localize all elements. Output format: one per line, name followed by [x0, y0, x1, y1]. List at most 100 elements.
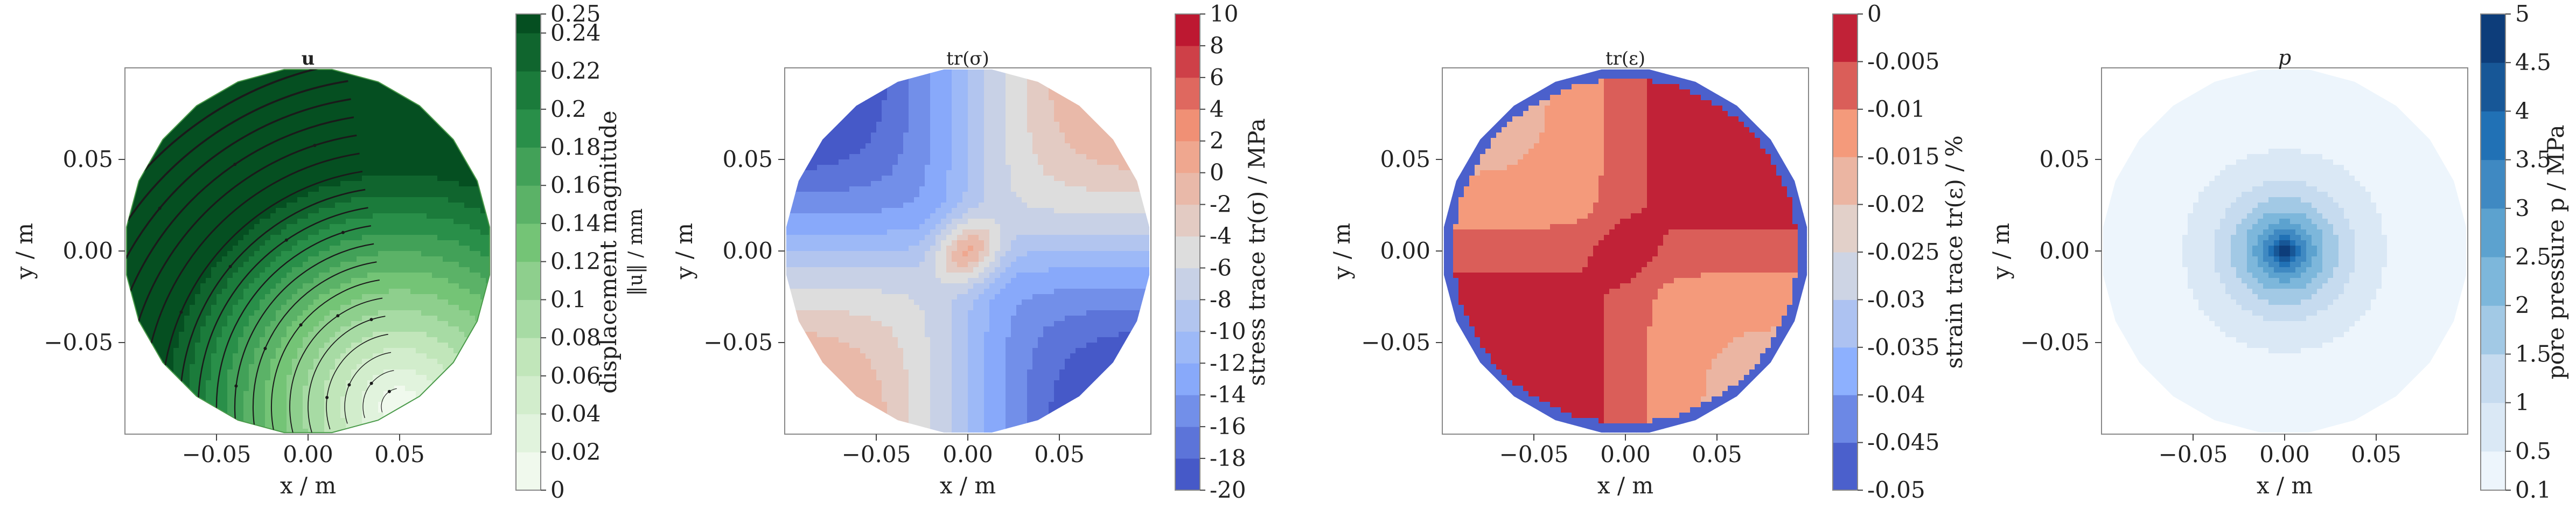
field-cell — [421, 364, 427, 370]
field-cell — [190, 154, 196, 160]
field-cell — [405, 138, 411, 144]
field-cell — [200, 106, 206, 111]
field-cell — [378, 224, 384, 230]
field-cell — [243, 380, 249, 386]
field-cell — [427, 208, 432, 214]
field-cell — [330, 256, 336, 262]
field-cell — [141, 73, 147, 79]
field-cell — [313, 413, 319, 419]
field-cell — [136, 251, 142, 257]
field-cell — [152, 407, 158, 413]
field-cell — [270, 176, 276, 182]
field-cell — [346, 138, 352, 144]
field-cell — [206, 246, 212, 252]
field-cell — [357, 299, 362, 305]
field-cell — [389, 106, 395, 111]
field-cell — [313, 353, 319, 359]
colorbar-tick-label: 0.02 — [550, 438, 601, 465]
field-cell — [330, 122, 336, 128]
field-cell — [340, 181, 346, 187]
field-cell — [1140, 73, 1146, 79]
field-cell — [249, 240, 255, 246]
field-cell — [437, 273, 443, 278]
field-cell — [1092, 73, 1098, 79]
field-cell — [281, 369, 287, 375]
field-cell — [141, 353, 147, 359]
field-cell — [206, 332, 212, 338]
field-cell — [292, 316, 298, 322]
field-cell — [233, 111, 239, 117]
field-cell — [437, 79, 443, 85]
field-cell — [200, 181, 206, 187]
field-cell — [227, 262, 233, 268]
field-cell — [217, 84, 222, 90]
field-cell — [475, 192, 481, 198]
field-cell — [351, 369, 357, 375]
field-cell — [357, 267, 362, 273]
field-cell — [249, 176, 255, 182]
field-cell — [389, 111, 395, 117]
field-cell — [163, 273, 169, 278]
field-cell — [448, 116, 454, 122]
field-cell — [190, 165, 196, 171]
field-cell — [362, 267, 368, 273]
colorbar-frame — [515, 13, 541, 491]
field-cell — [378, 299, 384, 305]
field-cell — [222, 396, 228, 402]
field-cell — [319, 256, 325, 262]
field-cell — [243, 299, 249, 305]
field-cell — [448, 69, 454, 74]
field-cell — [394, 154, 400, 160]
field-cell — [163, 111, 169, 117]
field-cell — [173, 364, 179, 370]
field-cell — [437, 369, 443, 375]
field-cell — [136, 111, 142, 117]
field-cell — [163, 176, 169, 182]
field-cell — [324, 186, 330, 192]
field-cell — [389, 396, 395, 402]
field-cell — [260, 246, 266, 252]
field-cell — [260, 95, 266, 101]
field-cell — [801, 69, 807, 74]
field-cell — [152, 154, 158, 160]
field-cell — [421, 413, 427, 419]
field-cell — [173, 159, 179, 165]
field-cell — [227, 380, 233, 386]
field-cell — [303, 256, 309, 262]
field-cell — [270, 273, 276, 278]
field-cell — [828, 69, 834, 74]
field-cell — [136, 299, 142, 305]
field-cell — [470, 369, 476, 375]
field-cell — [383, 273, 389, 278]
field-cell — [243, 106, 249, 111]
field-cell — [206, 116, 212, 122]
field-cell — [383, 197, 389, 203]
field-cell — [163, 116, 169, 122]
field-cell — [173, 343, 179, 348]
field-cell — [925, 69, 931, 74]
field-cell — [486, 262, 490, 268]
field-cell — [303, 321, 309, 327]
field-cell — [217, 192, 222, 198]
field-cell — [195, 106, 201, 111]
field-cell — [136, 418, 142, 424]
field-cell — [346, 240, 352, 246]
field-cell — [313, 386, 319, 392]
field-cell — [130, 273, 136, 278]
field-cell — [1054, 84, 1060, 90]
field-cell — [297, 299, 303, 305]
field-cell — [233, 229, 239, 235]
field-cell — [308, 348, 314, 354]
field-cell — [909, 69, 914, 74]
field-cell — [211, 380, 217, 386]
field-cell — [173, 240, 179, 246]
field-cell — [157, 127, 163, 133]
field-cell — [303, 396, 309, 402]
field-cell — [254, 380, 260, 386]
field-cell — [195, 186, 201, 192]
field-cell — [152, 122, 158, 128]
field-cell — [1016, 79, 1022, 85]
field-cell — [146, 79, 152, 85]
field-cell — [281, 402, 287, 408]
field-cell — [453, 224, 459, 230]
